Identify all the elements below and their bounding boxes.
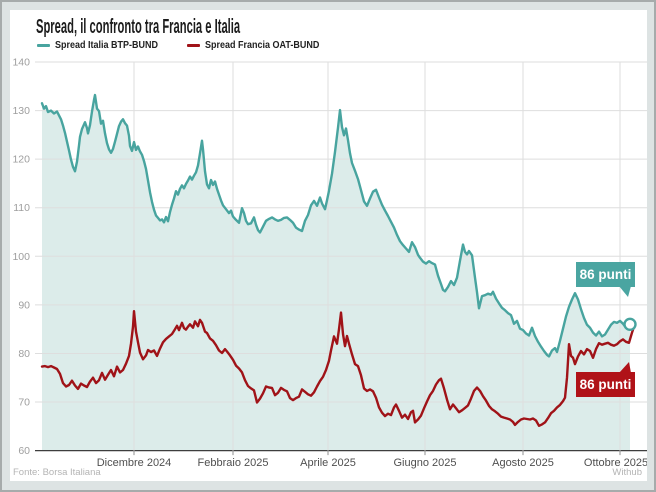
y-tick-label: 130 [12, 105, 30, 117]
france-tag-tail-icon [619, 362, 631, 373]
italy-line [40, 93, 632, 358]
italy-value-tag: 86 punti [576, 262, 635, 297]
page-title: Spread, il confronto tra Francia e Itali… [36, 16, 241, 38]
legend-label-france: Spread Francia OAT-BUND [205, 40, 320, 51]
y-tick-label: 100 [12, 251, 30, 263]
france-value-tag-text: 86 punti [579, 377, 632, 392]
x-tick-label: Giugno 2025 [394, 457, 457, 469]
credit-note: Withub [612, 467, 642, 478]
italy-tag-tail-icon [619, 286, 631, 297]
source-note: Fonte: Borsa Italiana [13, 467, 101, 478]
italy-value-tag-text: 86 punti [579, 267, 632, 282]
italy-series-dash-icon [37, 44, 50, 47]
y-tick-label: 70 [18, 397, 30, 409]
x-tick-label: Agosto 2025 [492, 457, 554, 469]
legend-label-italy: Spread Italia BTP-BUND [55, 40, 159, 51]
y-tick-label: 60 [18, 445, 30, 457]
x-tick-label: Febbraio 2025 [198, 457, 269, 469]
spread-chart: 140 130 120 110 100 90 80 70 60 Dicembre 2024 Febb… [12, 57, 647, 469]
france-series-dash-icon [187, 44, 201, 47]
y-tick-label: 80 [18, 348, 30, 360]
chart-card: Spread, il confronto tra Francia e Itali… [10, 10, 647, 481]
italy-area [42, 95, 630, 451]
y-tick-label: 120 [12, 154, 30, 166]
legend: Spread Italia BTP-BUND Spread Francia OA… [37, 40, 333, 51]
legend-item-italy: Spread Italia BTP-BUND [37, 40, 169, 51]
france-value-tag: 86 punti [576, 362, 635, 397]
end-marker [623, 317, 637, 332]
x-tick-label: Ottobre 2025 [584, 457, 647, 469]
y-tick-label: 110 [13, 202, 30, 214]
y-tick-label: 140 [12, 57, 30, 69]
legend-item-france: Spread Francia OAT-BUND [187, 40, 332, 51]
france-line [40, 310, 636, 427]
x-tick-label: Aprile 2025 [300, 457, 356, 469]
y-tick-label: 90 [18, 299, 30, 311]
x-tick-label: Dicembre 2024 [97, 457, 172, 469]
